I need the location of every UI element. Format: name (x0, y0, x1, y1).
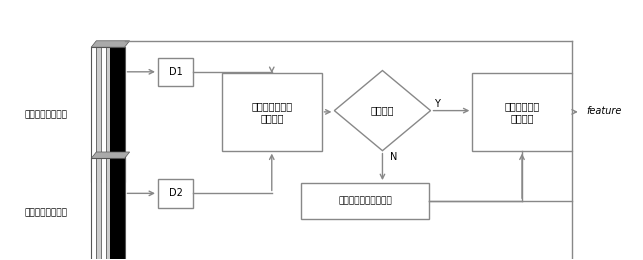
Polygon shape (334, 70, 431, 151)
Bar (96, 47, 101, 182)
Bar (91, 158, 96, 260)
Bar (111, 158, 125, 260)
Text: Y: Y (434, 99, 440, 109)
Text: N: N (390, 152, 397, 162)
Text: D2: D2 (168, 188, 183, 198)
Bar (101, 47, 105, 182)
Bar (222, 73, 322, 151)
Polygon shape (91, 152, 130, 158)
Bar (158, 57, 193, 86)
Bar (101, 158, 105, 260)
Text: 大于阈值: 大于阈值 (371, 106, 394, 116)
Polygon shape (91, 41, 130, 47)
Bar (472, 73, 572, 151)
Bar (91, 47, 125, 182)
Bar (158, 179, 193, 207)
Text: D1: D1 (168, 67, 183, 77)
Bar (105, 158, 111, 260)
Text: 输出学生模型特征信息: 输出学生模型特征信息 (338, 197, 392, 206)
Text: 特征信息差异值
计算部分: 特征信息差异值 计算部分 (251, 101, 293, 123)
Bar (105, 47, 111, 182)
Bar (111, 47, 125, 182)
Text: 嫁接特征信息
计算部分: 嫁接特征信息 计算部分 (504, 101, 539, 123)
Text: 学生模型特征信息: 学生模型特征信息 (24, 208, 67, 217)
Bar (96, 158, 101, 260)
Bar (91, 158, 125, 260)
Bar (91, 47, 96, 182)
Text: feature: feature (586, 106, 621, 116)
Text: 老师模型特征信息: 老师模型特征信息 (24, 110, 67, 119)
Bar (301, 183, 430, 219)
